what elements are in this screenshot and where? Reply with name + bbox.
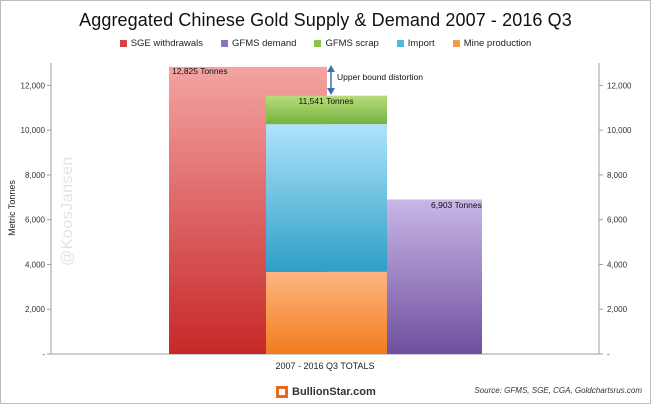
legend-swatch	[119, 40, 127, 47]
y-tick-label: -	[42, 350, 45, 359]
y-tick-label: 8,000	[607, 171, 628, 180]
y-ticks-right: - 2,000 4,000 6,000 8,000 10,000 12,000	[599, 81, 632, 359]
legend-label: SGE withdrawals	[130, 38, 204, 49]
y-tick-label: 10,000	[21, 126, 46, 135]
legend-label: Import	[407, 38, 435, 49]
bar-import	[266, 124, 387, 272]
legend-swatch	[314, 40, 322, 47]
data-label-demand: 6,903 Tonnes	[431, 200, 482, 210]
legend-swatch	[221, 40, 229, 47]
bar-gfms-demand	[387, 199, 482, 354]
y-tick-label: 6,000	[25, 216, 46, 225]
y-tick-label: 4,000	[25, 260, 46, 269]
data-label-sge: 12,825 Tonnes	[172, 66, 228, 76]
y-ticks-left: - 2,000 4,000 6,000 8,000 10,000 12,000	[21, 81, 51, 359]
legend-label: Mine production	[463, 38, 532, 49]
bullionstar-logo: BullionStar.com	[276, 386, 376, 398]
y-tick-label: 2,000	[607, 305, 628, 314]
legend-label: GFMS demand	[232, 38, 297, 49]
bullionstar-logo-icon	[276, 386, 288, 398]
x-category-label: 2007 - 2016 Q3 TOTALS	[275, 361, 374, 371]
distortion-arrow	[327, 65, 335, 95]
legend-item-import: Import	[396, 38, 435, 49]
distortion-label: Upper bound distortion	[337, 72, 423, 82]
legend-item-sge-withdrawals: SGE withdrawals	[119, 38, 204, 49]
chart-title: Aggregated Chinese Gold Supply & Demand …	[79, 10, 572, 30]
watermark: @KoosJansen	[59, 156, 76, 266]
y-tick-label: 12,000	[607, 81, 632, 90]
legend-swatch	[452, 40, 460, 47]
legend-item-mine-production: Mine production	[452, 38, 532, 49]
y-tick-label: 2,000	[25, 305, 46, 314]
legend-item-gfms-demand: GFMS demand	[221, 38, 296, 49]
logo-text: BullionStar.com	[292, 386, 376, 398]
y-tick-label: 8,000	[25, 171, 46, 180]
bars	[169, 66, 482, 355]
data-label-scrap: 11,541 Tonnes	[299, 96, 354, 106]
y-tick-label: 12,000	[21, 81, 46, 90]
y-tick-label: 6,000	[607, 216, 628, 225]
chart-legend: SGE withdrawals GFMS demand GFMS scrap I…	[1, 38, 650, 49]
legend-label: GFMS scrap	[325, 38, 379, 49]
legend-swatch	[396, 40, 404, 47]
y-axis-title: Metric Tonnes	[7, 180, 17, 236]
source-note: Source: GFMS, SGE, CGA, Goldchartsrus.co…	[474, 386, 642, 395]
legend-item-gfms-scrap: GFMS scrap	[314, 38, 379, 49]
y-tick-label: -	[607, 350, 610, 359]
y-tick-label: 10,000	[607, 126, 632, 135]
bar-gfms-scrap	[266, 95, 387, 125]
y-tick-label: 4,000	[607, 260, 628, 269]
bar-mine-production	[266, 271, 387, 354]
